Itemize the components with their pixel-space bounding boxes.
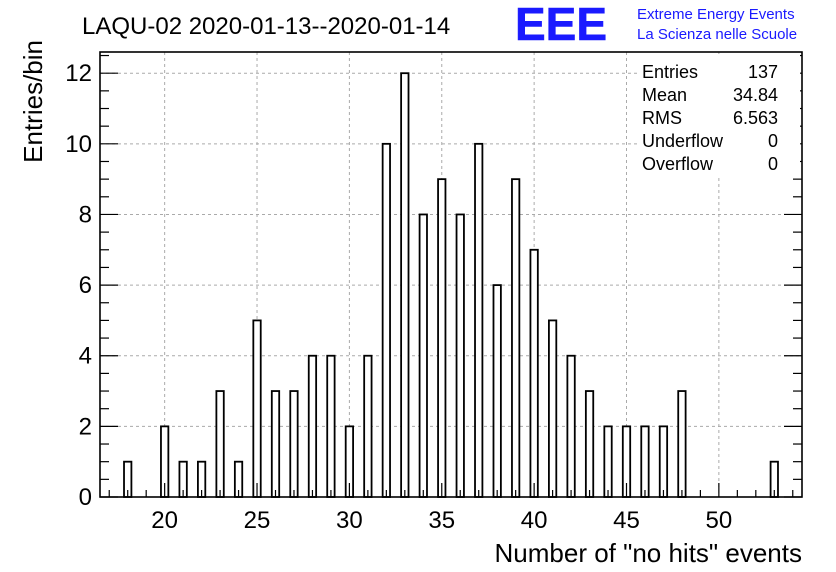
stats-label: Overflow: [642, 154, 714, 174]
stats-label: Mean: [642, 85, 687, 105]
chart-title: LAQU-02 2020-01-13--2020-01-14: [82, 13, 450, 40]
logo-mark: EEE: [515, 0, 607, 50]
x-tick-label: 35: [428, 507, 455, 534]
histogram-bar: [363, 354, 373, 498]
x-tick-label: 40: [521, 507, 548, 534]
stats-label: Entries: [642, 62, 698, 82]
tick-labels: 20 25 30 35 40 45 50 0 2 4 6 8 10 12: [65, 60, 732, 534]
histogram-bar: [381, 142, 391, 498]
y-axis-label: Entries/bin: [18, 40, 48, 163]
histogram-bar: [677, 390, 687, 498]
y-tick-label: 2: [79, 413, 92, 440]
histogram-bar: [418, 213, 428, 498]
y-tick-label: 6: [79, 272, 92, 299]
stats-value: 6.563: [733, 108, 778, 128]
stats-box: Entries 137 Mean 34.84 RMS 6.563 Underflow 0 Ove…: [637, 54, 800, 176]
stats-value: 34.84: [733, 85, 778, 105]
x-tick-label: 25: [244, 507, 271, 534]
x-tick-label: 30: [336, 507, 363, 534]
y-tick-label: 4: [79, 343, 92, 370]
histogram-bar: [455, 213, 465, 498]
y-tick-label: 8: [79, 201, 92, 228]
plot-frame: [99, 51, 803, 498]
histogram-bar: [437, 178, 447, 498]
x-axis-label: Number of "no hits" events: [495, 538, 803, 568]
histogram-bar: [252, 319, 262, 498]
stats-label: RMS: [642, 108, 682, 128]
histogram-bar: [307, 354, 318, 498]
histogram-bar: [289, 390, 299, 498]
y-tick-label: 12: [65, 60, 92, 87]
histogram-bar: [215, 390, 225, 498]
stats-value: 0: [768, 131, 778, 151]
histogram-bar: [566, 354, 576, 498]
histogram-bar: [511, 178, 521, 498]
histogram-bar: [658, 425, 669, 498]
y-tick-label: 0: [79, 484, 92, 511]
histogram-bar: [326, 354, 336, 498]
histogram-bar: [270, 390, 281, 498]
x-tick-label: 50: [706, 507, 733, 534]
logo-line-1: Extreme Energy Events: [637, 6, 795, 23]
x-tick-label: 20: [151, 507, 178, 534]
histogram-bar: [474, 142, 484, 498]
x-tick-label: 45: [613, 507, 640, 534]
y-tick-label: 10: [65, 131, 92, 158]
stats-box-background: [637, 54, 800, 176]
stats-value: 0: [768, 154, 778, 174]
logo-line-2: La Scienza nelle Scuole: [637, 26, 797, 43]
histogram-bar: [529, 248, 539, 498]
histogram-bar: [584, 390, 595, 498]
stats-value: 137: [748, 62, 778, 82]
eee-logo: EEE Extreme Energy Events La Scienza nel…: [515, 0, 797, 50]
histogram-bar: [548, 319, 558, 498]
stats-label: Underflow: [642, 131, 724, 151]
histogram-bar: [492, 284, 502, 498]
histogram-bar: [640, 425, 650, 498]
histogram-bar: [603, 425, 613, 498]
histogram-bar: [400, 72, 410, 498]
